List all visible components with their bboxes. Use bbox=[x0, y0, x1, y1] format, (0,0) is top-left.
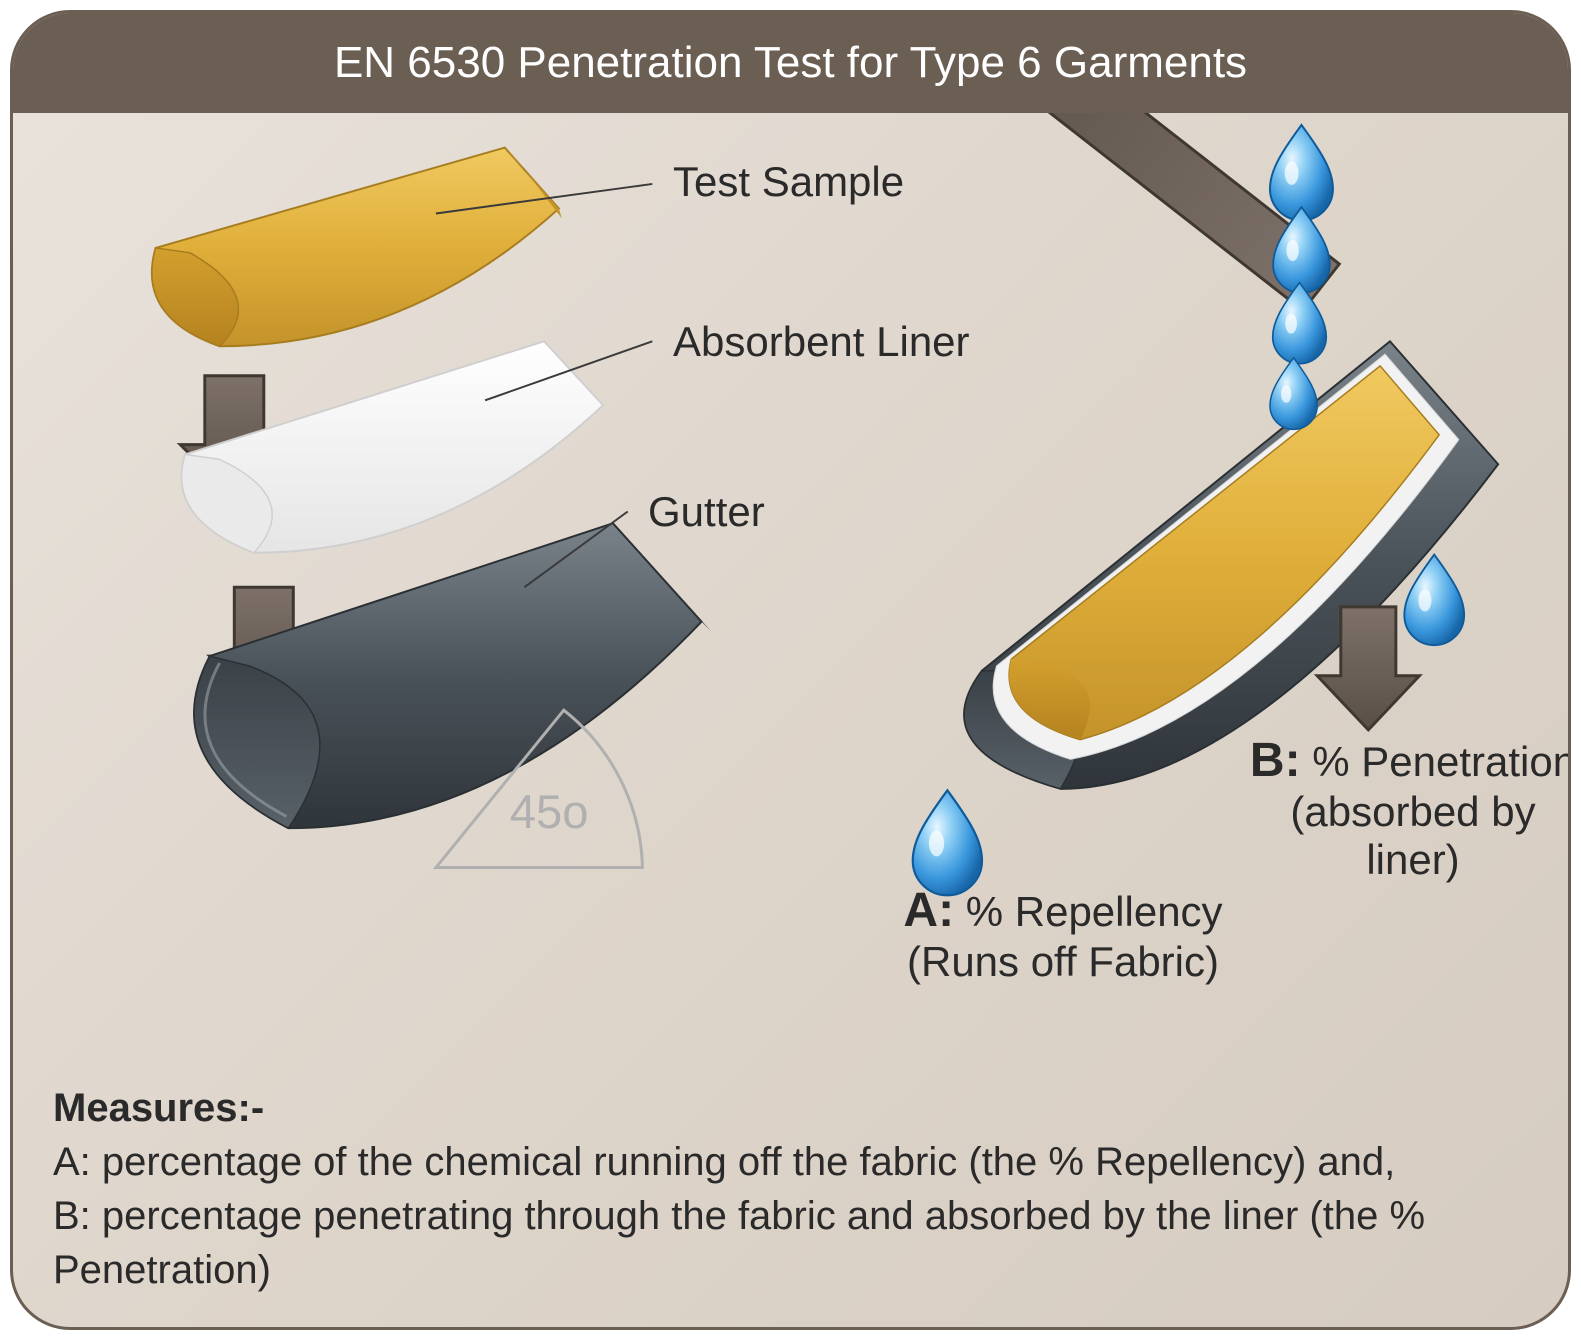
measures-header: Measures:- bbox=[53, 1081, 1528, 1135]
angle-text: 45o bbox=[510, 786, 589, 839]
label-A-block: A: % Repellency (Runs off Fabric) bbox=[893, 883, 1233, 986]
A-letter: A: bbox=[903, 884, 954, 937]
measures-B-line2: Penetration) bbox=[53, 1243, 1528, 1297]
falling-drops-icon bbox=[1270, 125, 1333, 429]
B-sub-2: liner) bbox=[1248, 836, 1571, 884]
gutter-shape bbox=[194, 523, 711, 828]
diagram-area: 45o bbox=[13, 113, 1568, 1327]
title-bar: EN 6530 Penetration Test for Type 6 Garm… bbox=[13, 13, 1568, 113]
label-gutter: Gutter bbox=[648, 488, 765, 536]
measures-B-prefix: B: bbox=[53, 1194, 102, 1238]
runoff-drop-icon bbox=[913, 790, 982, 895]
label-absorbent-liner: Absorbent Liner bbox=[673, 318, 970, 366]
absorbent-liner-shape bbox=[182, 341, 604, 552]
B-sub-1: (absorbed by bbox=[1248, 788, 1571, 836]
measures-A-prefix: A: bbox=[53, 1140, 102, 1184]
title-text: EN 6530 Penetration Test for Type 6 Garm… bbox=[334, 38, 1247, 88]
infographic-frame: EN 6530 Penetration Test for Type 6 Garm… bbox=[10, 10, 1571, 1330]
label-B-block: B: % Penetration (absorbed by liner) bbox=[1248, 733, 1571, 884]
measures-B-line1: percentage penetrating through the fabri… bbox=[102, 1194, 1425, 1238]
B-main: % Penetration bbox=[1312, 738, 1571, 785]
assembled-gutter bbox=[964, 341, 1498, 789]
measures-A-text: percentage of the chemical running off t… bbox=[102, 1140, 1395, 1184]
test-sample-shape bbox=[152, 148, 562, 347]
A-sub: (Runs off Fabric) bbox=[893, 938, 1233, 986]
B-letter: B: bbox=[1250, 734, 1301, 787]
A-main: % Repellency bbox=[966, 888, 1223, 935]
measures-block: Measures:- A: percentage of the chemical… bbox=[53, 1081, 1528, 1297]
label-test-sample: Test Sample bbox=[673, 158, 904, 206]
